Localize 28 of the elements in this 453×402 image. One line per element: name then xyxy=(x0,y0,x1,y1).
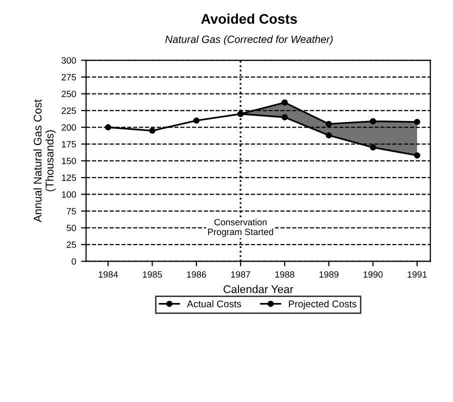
y-tick-label: 225 xyxy=(62,108,76,114)
x-tick-label: 1984 xyxy=(98,271,118,278)
ref-line-label: Conservation Program Started xyxy=(208,218,274,237)
chart-title: Avoided Costs xyxy=(201,14,297,24)
x-tick-label: 1987 xyxy=(231,271,250,278)
legend-label: Actual Costs xyxy=(186,300,242,308)
chart-subtitle: Natural Gas (Corrected for Weather) xyxy=(165,35,333,46)
legend-label: Projected Costs xyxy=(288,300,356,310)
y-tick-label: 0 xyxy=(72,258,76,265)
y-tick-label: 175 xyxy=(62,141,76,148)
y-tick-label: 300 xyxy=(62,57,76,64)
y-tick-label: 100 xyxy=(62,191,76,198)
y-tick-label: 250 xyxy=(62,90,76,98)
x-tick-label: 1985 xyxy=(142,271,162,278)
x-tick-label: 1991 xyxy=(408,271,427,278)
x-tick-label: 1986 xyxy=(187,271,206,278)
y-tick-label: 200 xyxy=(62,124,76,131)
y-tick-label: 150 xyxy=(62,158,76,164)
y-tick-label: 275 xyxy=(62,74,76,80)
x-tick-label: 1989 xyxy=(319,271,338,278)
x-tick-label: 1988 xyxy=(275,271,294,278)
x-axis-title: Calendar Year xyxy=(224,284,294,294)
y-tick-label: 125 xyxy=(62,174,76,181)
x-tick-label: 1990 xyxy=(364,271,383,278)
y-tick-label: 75 xyxy=(66,208,76,214)
y-axis-title: Annual Natural Gas Cost (Thousands) xyxy=(33,99,56,222)
y-tick-label: 50 xyxy=(66,224,76,232)
y-tick-label: 25 xyxy=(66,242,76,248)
